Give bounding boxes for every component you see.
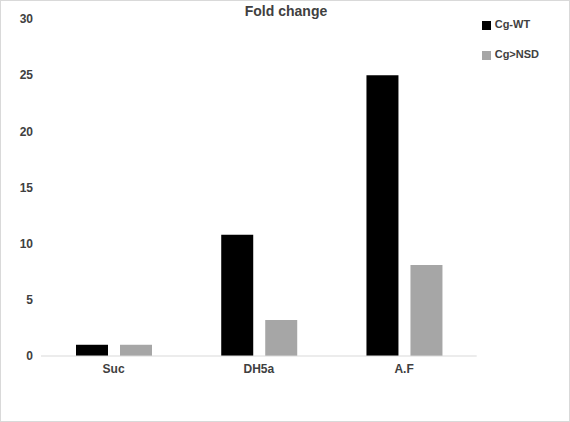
html-text:Cg>NSD: Cg>NSD — [494, 48, 539, 60]
svg-text:15: 15 — [20, 181, 34, 195]
svg-text:5: 5 — [26, 293, 33, 307]
svg-text:DH5a: DH5a — [244, 362, 275, 376]
html-text:Cg-WT: Cg-WT — [494, 18, 531, 30]
svg-text:0: 0 — [26, 349, 33, 363]
svg-text:20: 20 — [20, 125, 34, 139]
svg-text:Suc: Suc — [103, 362, 125, 376]
svg-text:30: 30 — [20, 12, 34, 26]
svg-text:10: 10 — [20, 237, 34, 251]
html-text:Fold change: Fold change — [244, 3, 328, 19]
svg-text:25: 25 — [20, 68, 34, 82]
svg-text:A.F: A.F — [394, 362, 413, 376]
